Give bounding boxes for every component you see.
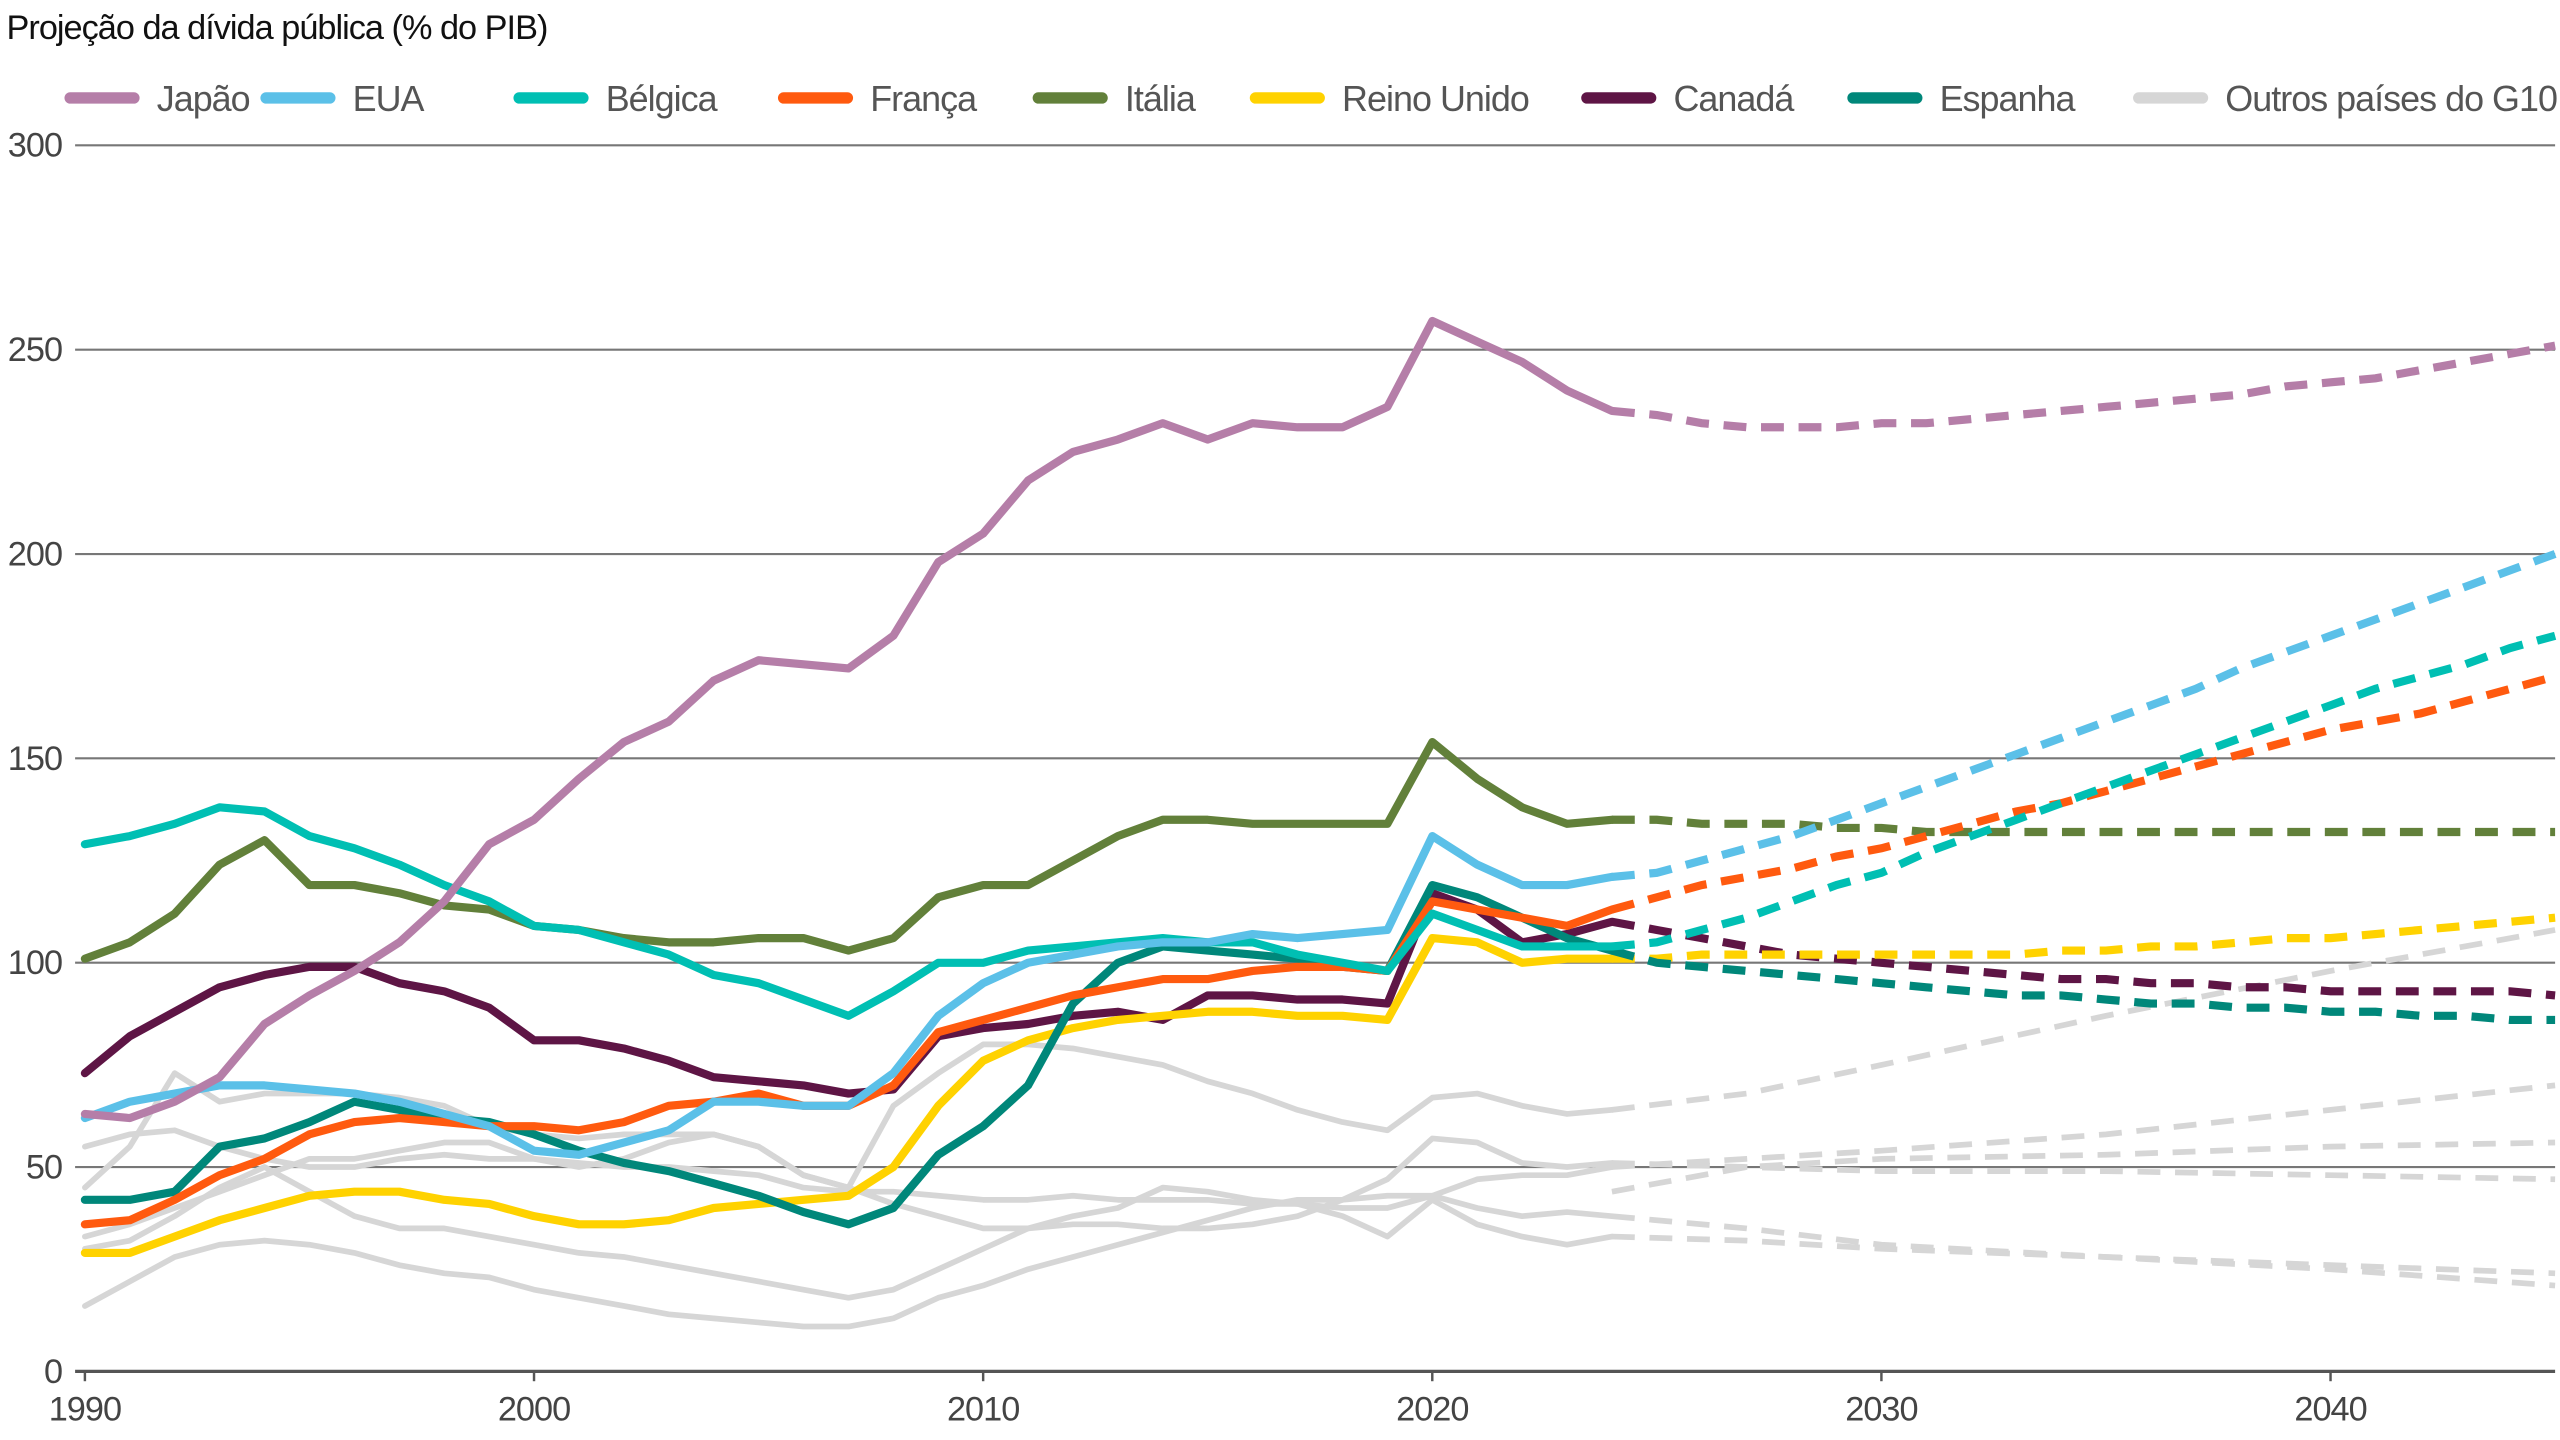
series-0-historical-line	[80, 316, 1616, 1123]
legend-label: Japão	[157, 78, 250, 119]
g10-other-6-projection-line	[1611, 1139, 2556, 1195]
g10-other-2-historical-line	[82, 1127, 1615, 1220]
legend-item: Espanha	[1847, 78, 2076, 119]
y-tick-label: 50	[26, 1149, 62, 1187]
x-tick-label: 2010	[947, 1390, 1019, 1428]
g10-other-5-projection-line	[1611, 1082, 2556, 1170]
series-1-projection-line	[1611, 550, 2557, 881]
gridlines	[75, 144, 2556, 1374]
x-tick-label: 1990	[49, 1390, 121, 1428]
y-tick-label: 150	[8, 740, 62, 778]
legend-item: Outros países do G10	[2133, 78, 2558, 119]
legend-label: Itália	[1125, 78, 1196, 119]
series-4-projection-line	[1611, 815, 2556, 837]
series-lines	[80, 316, 2557, 1330]
series-1-historical-line	[80, 832, 1616, 1159]
legend-label: Espanha	[1940, 78, 2076, 119]
y-tick-label: 250	[8, 331, 62, 369]
y-tick-label: 300	[8, 127, 62, 165]
series-0-projection-line	[1611, 341, 2556, 432]
chart-title: Projeção da dívida pública (% do PIB)	[7, 9, 548, 47]
legend-item: França	[777, 78, 978, 119]
legend-item: EUA	[260, 78, 426, 119]
y-tick-label: 200	[8, 535, 62, 573]
x-tick-label: 2000	[498, 1390, 570, 1428]
series-2-historical-line	[80, 803, 1616, 1020]
legend-item: Canadá	[1581, 78, 1795, 119]
g10-other-1-projection-line	[1611, 927, 2556, 1113]
g10-other-3-historical-line	[82, 1131, 1615, 1240]
legend-label: Reino Unido	[1342, 78, 1529, 119]
legend-item: Itália	[1032, 78, 1197, 119]
legend-label: Canadá	[1673, 78, 1794, 119]
legend-item: Reino Unido	[1249, 78, 1530, 119]
g10-other-3-projection-line	[1611, 1160, 2556, 1183]
legend-label: Outros países do G10	[2225, 78, 2557, 119]
x-tick-label: 2030	[1845, 1390, 1917, 1428]
x-tick-label: 2020	[1396, 1390, 1468, 1428]
legend: Japão EUA Bélgica França Itália Reino Unido Ca…	[64, 78, 2558, 119]
y-axis-ticks: 0 50 100 150 200 250 300	[8, 127, 63, 1391]
g10-other-4-projection-line	[1611, 1233, 2556, 1289]
series-7-historical-line	[80, 880, 1616, 1229]
legend-label: EUA	[353, 78, 425, 119]
y-tick-label: 0	[44, 1353, 62, 1391]
series-7-projection-line	[1610, 946, 2556, 1024]
series-5-historical-line	[80, 934, 1616, 1257]
x-tick-label: 2040	[2294, 1390, 2366, 1428]
series-3-projection-line	[1610, 672, 2557, 914]
g10-other-2-projection-line	[1611, 1213, 2556, 1277]
legend-item: Japão	[64, 78, 251, 119]
series-2-projection-line	[1611, 631, 2557, 951]
legend-label: Bélgica	[606, 78, 718, 119]
g10-other-4-historical-line	[82, 1164, 1615, 1301]
g10-other-5-historical-line	[82, 1164, 1615, 1330]
series-5-projection-line	[1611, 913, 2556, 963]
legend-item: Bélgica	[513, 78, 719, 119]
series-6-historical-line	[80, 889, 1616, 1098]
y-tick-label: 100	[8, 944, 62, 982]
legend-label: França	[870, 78, 977, 119]
series-4-historical-line	[80, 737, 1616, 963]
x-axis-ticks: 1990 2000 2010 2020 2030 2040	[49, 1371, 2368, 1428]
